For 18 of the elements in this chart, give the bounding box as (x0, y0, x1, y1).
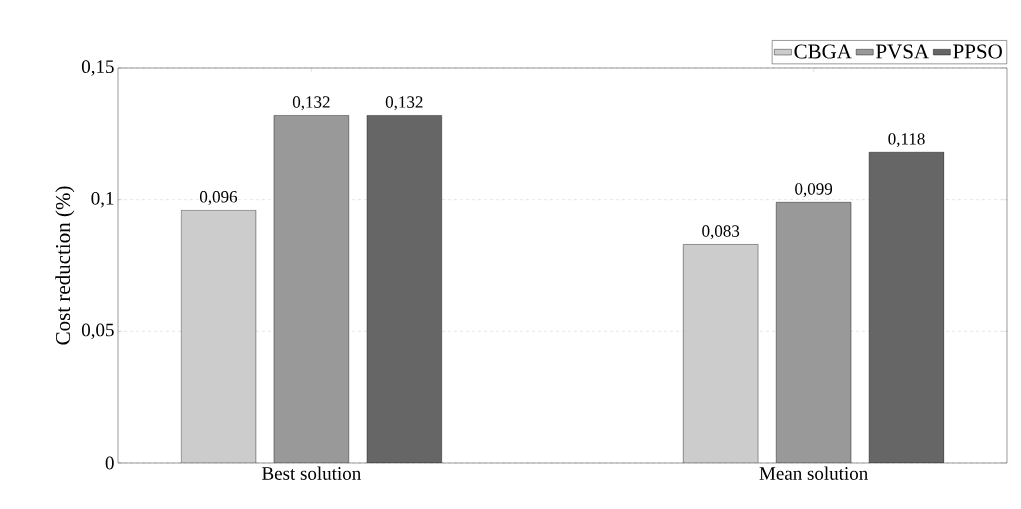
x-tick-label: Mean solution (759, 466, 868, 480)
data-label: 0,118 (888, 133, 925, 148)
legend-label: CBGA (794, 44, 852, 59)
x-tick-label: Best solution (262, 466, 361, 480)
legend-label: PVSA (876, 44, 929, 59)
y-axis-title: Cost reduction (%) (55, 186, 75, 345)
y-tick-label: 0 (105, 456, 114, 470)
y-tick-label: 0,15 (81, 60, 114, 76)
data-label: 0,132 (292, 96, 330, 111)
data-label: 0,099 (795, 183, 833, 198)
y-tick-label: 0,1 (91, 191, 114, 208)
data-label: 0,083 (702, 225, 740, 240)
bar (273, 115, 349, 463)
y-tick-label: 0,05 (81, 323, 114, 340)
data-label: 0,132 (385, 96, 423, 111)
data-label: 0,096 (199, 191, 238, 205)
legend-label: PPSO (953, 44, 1002, 59)
bar (776, 202, 852, 463)
